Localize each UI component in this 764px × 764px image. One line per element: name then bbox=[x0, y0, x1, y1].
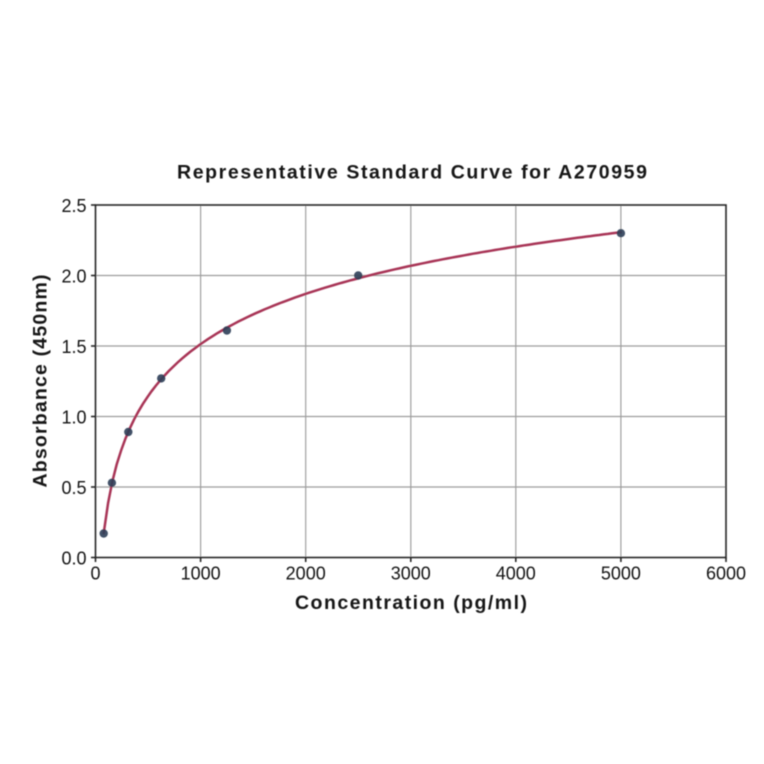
svg-text:3000: 3000 bbox=[391, 564, 431, 584]
svg-text:Representative Standard Curve: Representative Standard Curve for A27095… bbox=[177, 162, 647, 184]
svg-text:1000: 1000 bbox=[181, 564, 221, 584]
svg-text:Concentration (pg/ml): Concentration (pg/ml) bbox=[295, 592, 527, 614]
svg-text:2.0: 2.0 bbox=[61, 267, 86, 287]
svg-text:0.0: 0.0 bbox=[61, 549, 86, 569]
svg-text:0.5: 0.5 bbox=[61, 478, 86, 498]
svg-text:4000: 4000 bbox=[496, 564, 536, 584]
svg-text:2000: 2000 bbox=[286, 564, 326, 584]
svg-text:0: 0 bbox=[90, 564, 100, 584]
svg-text:Absorbance (450nm): Absorbance (450nm) bbox=[30, 275, 52, 488]
svg-text:5000: 5000 bbox=[601, 564, 641, 584]
svg-text:6000: 6000 bbox=[706, 564, 746, 584]
svg-text:2.5: 2.5 bbox=[61, 196, 86, 216]
svg-text:1.0: 1.0 bbox=[61, 408, 86, 428]
svg-text:1.5: 1.5 bbox=[61, 337, 86, 357]
